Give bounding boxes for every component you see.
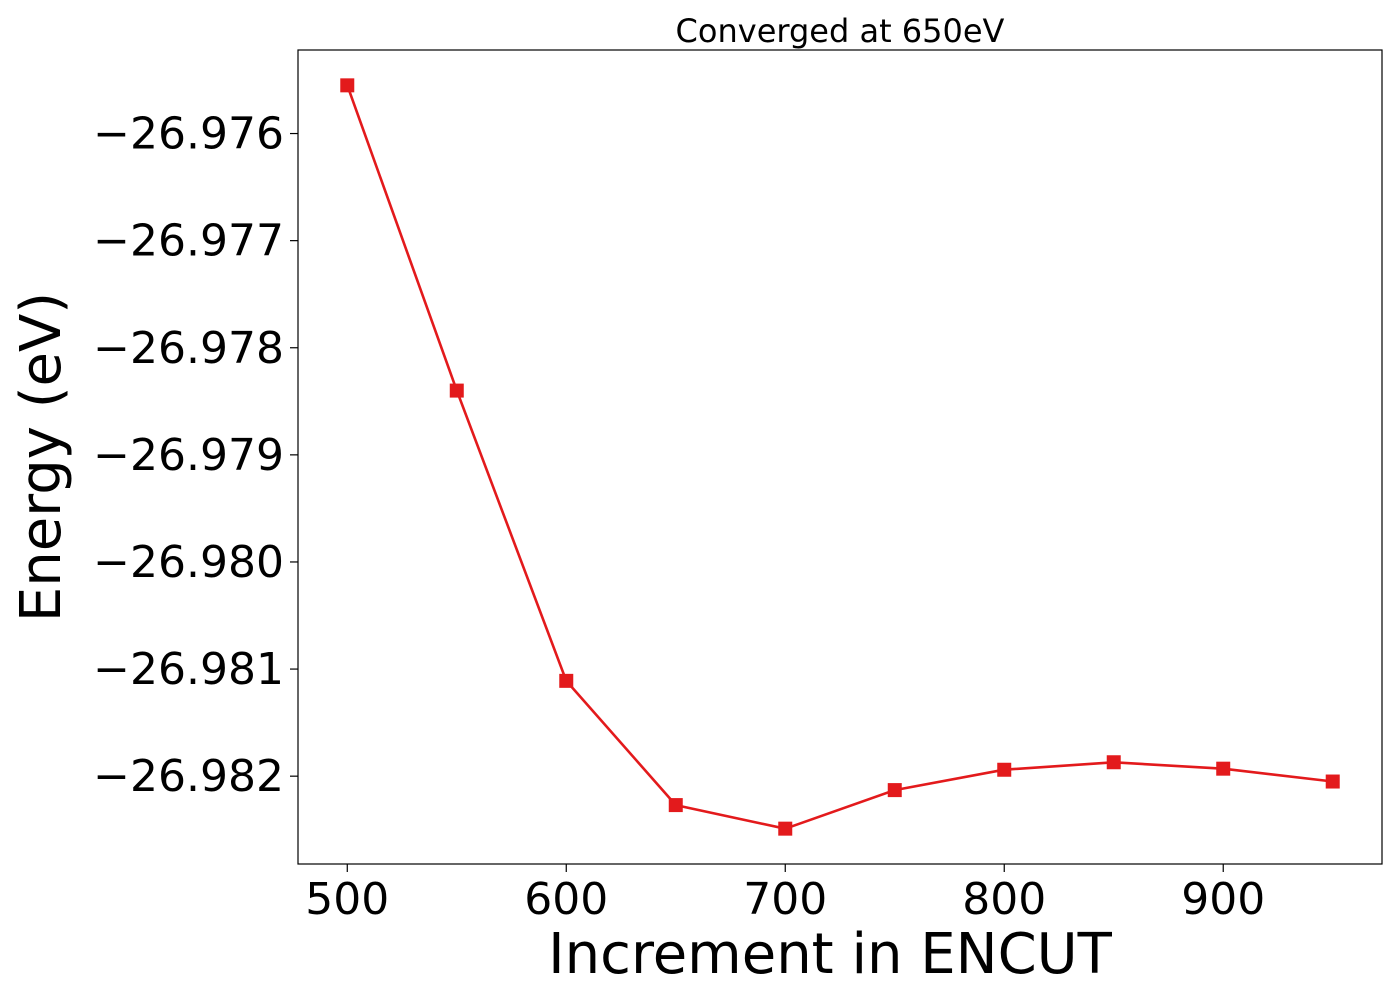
data-point: [997, 762, 1012, 777]
data-point: [1325, 774, 1340, 789]
data-point: [887, 783, 902, 798]
chart-title: Converged at 650eV: [676, 12, 1005, 50]
plot-frame: [297, 49, 1383, 865]
x-tick-label: 800: [962, 874, 1046, 925]
y-axis-title: Energy (eV): [9, 292, 74, 622]
x-tick-label: 900: [1181, 874, 1265, 925]
series-line: [346, 84, 1333, 831]
data-point: [668, 798, 683, 813]
y-tick-label: −26.977: [93, 216, 284, 267]
data-point: [340, 78, 355, 93]
x-tick-label: 500: [305, 874, 389, 925]
plot-area: [340, 78, 1340, 836]
data-point: [1216, 761, 1231, 776]
y-tick-label: −26.982: [93, 751, 284, 802]
y-tick-label: −26.979: [93, 430, 284, 481]
y-tick-label: −26.981: [93, 644, 284, 695]
y-axis: −26.976 −26.977 −26.978 −26.979 −26.980 −26.9…: [93, 109, 298, 802]
y-tick-label: −26.980: [93, 537, 284, 588]
data-point: [559, 673, 574, 688]
x-axis: 500 600 700 800 900: [305, 864, 1265, 925]
data-point: [1106, 755, 1121, 770]
x-tick-label: 600: [524, 874, 608, 925]
data-point: [778, 821, 793, 836]
x-tick-label: 700: [743, 874, 827, 925]
y-tick-label: −26.978: [93, 323, 284, 374]
y-tick-label: −26.976: [93, 109, 284, 160]
data-point: [449, 383, 464, 398]
x-axis-title: Increment in ENCUT: [548, 922, 1113, 987]
series-markers: [340, 78, 1340, 836]
